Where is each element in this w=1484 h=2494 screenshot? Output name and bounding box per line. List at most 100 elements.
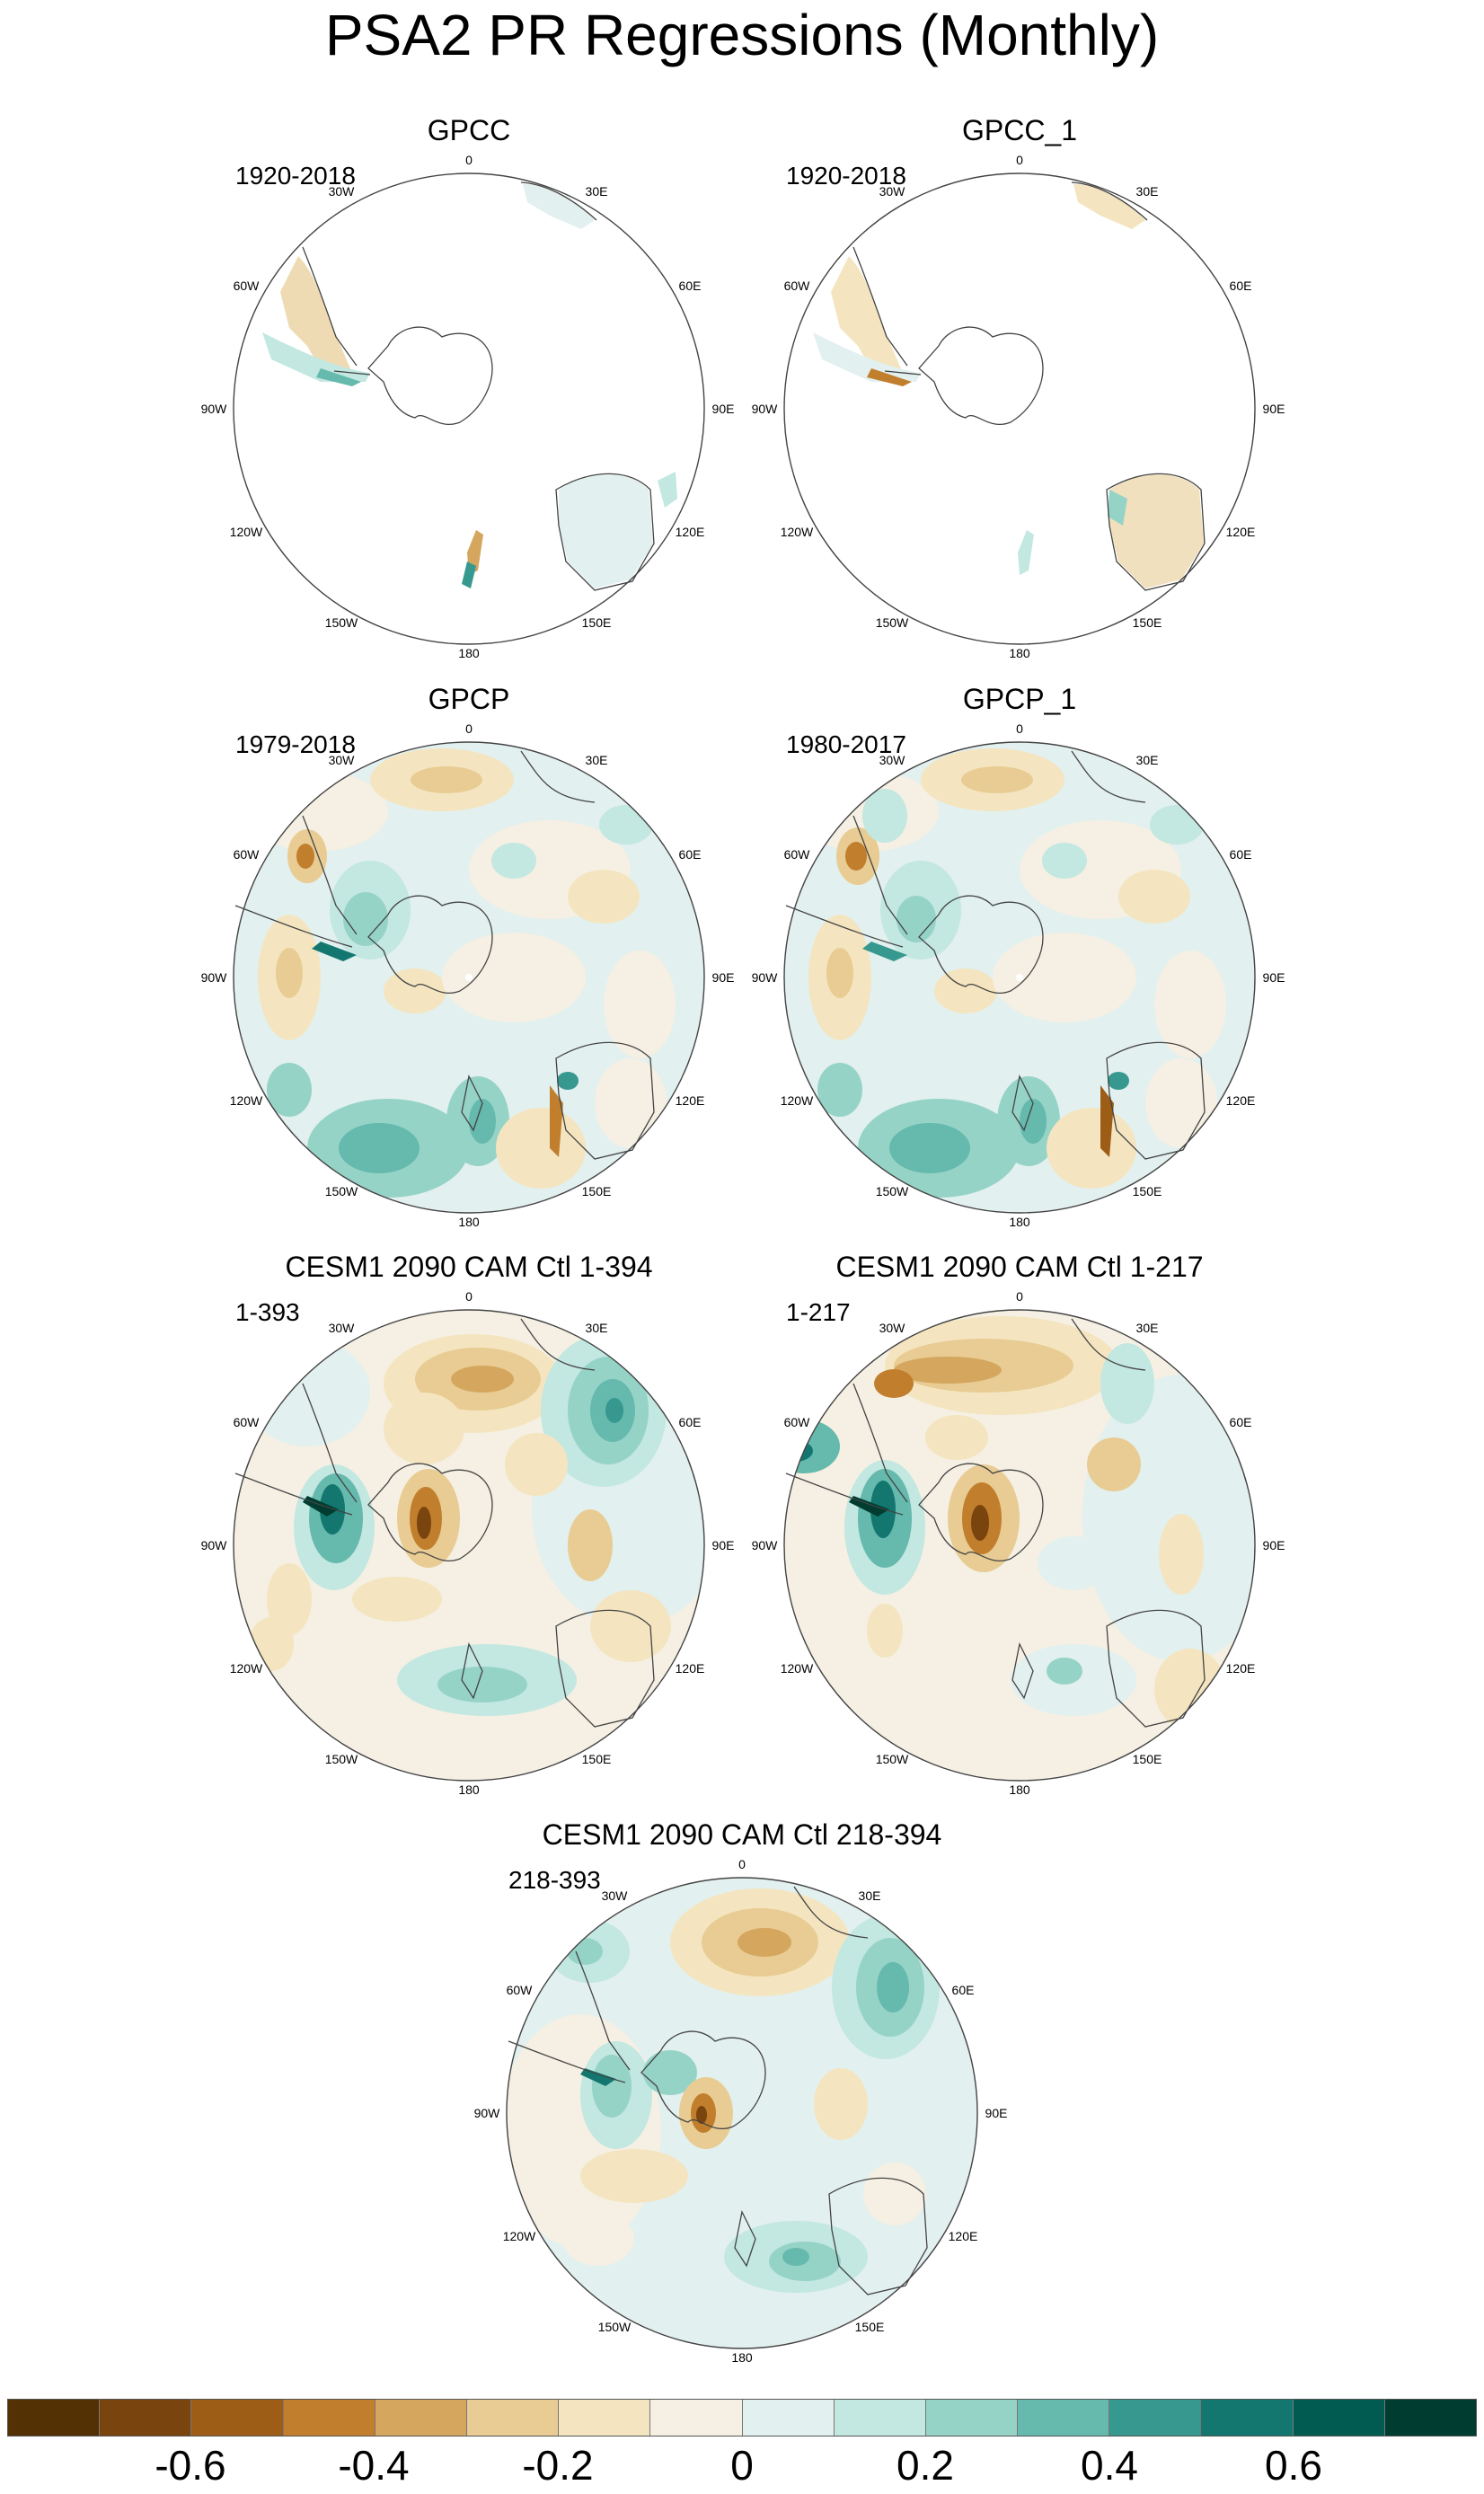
- lon-label-30w: 30W: [879, 753, 906, 767]
- panel-range: 1-217: [786, 1298, 851, 1326]
- panel-title: CESM1 2090 CAM Ctl 1-394: [285, 1251, 653, 1283]
- lon-label-150w: 150W: [325, 615, 358, 630]
- longitude-labels: 0 30E 60E 90E 120E 150E 180 150W 120W 90…: [474, 1857, 1008, 2365]
- colorbar-swatch: [1384, 2400, 1476, 2436]
- lon-label-30e: 30E: [1136, 753, 1159, 767]
- lon-label-120e: 120E: [949, 2229, 978, 2243]
- colorbar-swatch: [834, 2400, 926, 2436]
- panel-title: CESM1 2090 CAM Ctl 1-217: [835, 1251, 1204, 1283]
- colorbar: [7, 2399, 1477, 2437]
- lon-label-180: 180: [458, 646, 480, 660]
- lon-label-150e: 150E: [1133, 615, 1162, 630]
- colorbar-labels: -0.6 -0.4 -0.2 0 0.2 0.4 0.6: [0, 2440, 1484, 2494]
- colorbar-swatch: [1201, 2400, 1294, 2436]
- lon-label-30e: 30E: [586, 184, 608, 199]
- lon-label-90w: 90W: [752, 970, 779, 985]
- longitude-labels: 0 30E 60E 90E 120E 150E 180 150W 120W 90…: [201, 1289, 735, 1797]
- lon-label-30w: 30W: [879, 1321, 906, 1335]
- panel-range: 218-393: [508, 1866, 601, 1894]
- colorbar-swatch: [650, 2400, 743, 2436]
- lon-label-150e: 150E: [1133, 1752, 1162, 1766]
- panel-range: 1920-2018: [235, 162, 356, 190]
- lon-label-150w: 150W: [876, 615, 909, 630]
- lon-label-30w: 30W: [602, 1888, 629, 1903]
- panel-cesm1-218-394: CESM1 2090 CAM Ctl 218-394 218-393: [401, 1817, 1083, 2365]
- lon-label-180: 180: [458, 1782, 480, 1797]
- lon-label-60e: 60E: [679, 847, 702, 862]
- panel-gpcc: GPCC 1920-2018 0 30E 60E 90E 120E 150E 1…: [128, 112, 810, 660]
- lon-label-90e: 90E: [985, 2106, 1008, 2120]
- lon-label-90e: 90E: [1263, 970, 1285, 985]
- lon-label-60e: 60E: [679, 1415, 702, 1429]
- lon-label-120w: 120W: [230, 1661, 263, 1676]
- lon-label-90w: 90W: [201, 1538, 228, 1552]
- lon-label-30e: 30E: [1136, 184, 1159, 199]
- lon-label-60w: 60W: [234, 1415, 261, 1429]
- lon-label-120w: 120W: [781, 1093, 814, 1108]
- lon-label-150e: 150E: [582, 1752, 612, 1766]
- lon-label-0: 0: [738, 1857, 746, 1871]
- colorbar-swatch: [742, 2400, 835, 2436]
- panel-range: 1920-2018: [786, 162, 906, 190]
- panel-title: GPCP_1: [962, 683, 1077, 715]
- lon-label-120e: 120E: [676, 525, 705, 539]
- lon-label-90w: 90W: [201, 402, 228, 416]
- lon-label-150e: 150E: [1133, 1184, 1162, 1198]
- longitude-labels: 0 30E 60E 90E 120E 150E 180 150W 120W 90…: [201, 153, 735, 660]
- lon-label-60e: 60E: [952, 1983, 975, 1997]
- lon-label-120e: 120E: [1226, 1093, 1256, 1108]
- lon-label-0: 0: [465, 153, 473, 167]
- panel-range: 1-393: [235, 1298, 300, 1326]
- lon-label-90w: 90W: [201, 970, 228, 985]
- polar-map: 0 30E 60E 90E 120E 150E 180 150W 120W 90…: [201, 721, 735, 1229]
- lon-label-90e: 90E: [712, 402, 735, 416]
- colorbar-swatch: [466, 2400, 560, 2436]
- lon-label-180: 180: [1009, 1215, 1030, 1229]
- colorbar-swatch: [283, 2400, 375, 2436]
- lon-label-30e: 30E: [859, 1888, 881, 1903]
- colorbar-swatch: [191, 2400, 284, 2436]
- lon-label-60w: 60W: [234, 847, 261, 862]
- lon-label-90e: 90E: [1263, 402, 1285, 416]
- lon-label-0: 0: [1016, 153, 1023, 167]
- lon-label-90w: 90W: [752, 402, 779, 416]
- lon-label-30w: 30W: [329, 753, 356, 767]
- lon-label-30w: 30W: [329, 184, 356, 199]
- polar-map: 0 30E 60E 90E 120E 150E 180 150W 120W 90…: [201, 153, 735, 660]
- lon-label-60w: 60W: [234, 279, 261, 293]
- lon-label-30w: 30W: [329, 1321, 356, 1335]
- lon-label-150w: 150W: [876, 1752, 909, 1766]
- lon-label-0: 0: [465, 721, 473, 736]
- panel-range: 1979-2018: [235, 730, 356, 758]
- lon-label-90e: 90E: [712, 970, 735, 985]
- lon-label-90e: 90E: [1263, 1538, 1285, 1552]
- lon-label-120w: 120W: [230, 525, 263, 539]
- colorbar-swatch: [100, 2400, 192, 2436]
- polar-map: 0 30E 60E 90E 120E 150E 180 150W 120W 90…: [752, 1289, 1285, 1797]
- lon-label-120w: 120W: [781, 1661, 814, 1676]
- colorbar-swatch: [559, 2400, 651, 2436]
- colorbar-tick-label: -0.6: [155, 2442, 226, 2489]
- lon-label-150w: 150W: [325, 1752, 358, 1766]
- longitude-labels: 0 30E 60E 90E 120E 150E 180 150W 120W 90…: [752, 1289, 1285, 1797]
- lon-label-120w: 120W: [781, 525, 814, 539]
- colorbar-swatch: [1293, 2400, 1385, 2436]
- lon-label-120e: 120E: [1226, 1661, 1256, 1676]
- figure-title: PSA2 PR Regressions (Monthly): [324, 3, 1160, 67]
- lon-label-150e: 150E: [855, 2320, 885, 2334]
- panel-range: 1980-2017: [786, 730, 906, 758]
- lon-label-150w: 150W: [876, 1184, 909, 1198]
- colorbar-tick-label: 0.4: [1081, 2442, 1138, 2489]
- polar-map: 0 30E 60E 90E 120E 150E 180 150W 120W 90…: [201, 1289, 735, 1797]
- colorbar-swatch: [375, 2400, 467, 2436]
- lon-label-180: 180: [731, 2350, 753, 2365]
- lon-label-60w: 60W: [507, 1983, 534, 1997]
- lon-label-60w: 60W: [784, 1415, 811, 1429]
- panel-cesm1-1-217: CESM1 2090 CAM Ctl 1-217 1-217: [678, 1249, 1361, 1797]
- lon-label-60w: 60W: [784, 847, 811, 862]
- panel-title: GPCC_1: [961, 114, 1078, 146]
- lon-label-90w: 90W: [752, 1538, 779, 1552]
- panel-gpcp-1: GPCP_1 1980-2017: [678, 681, 1361, 1229]
- lon-label-120e: 120E: [676, 1093, 705, 1108]
- colorbar-swatch: [925, 2400, 1019, 2436]
